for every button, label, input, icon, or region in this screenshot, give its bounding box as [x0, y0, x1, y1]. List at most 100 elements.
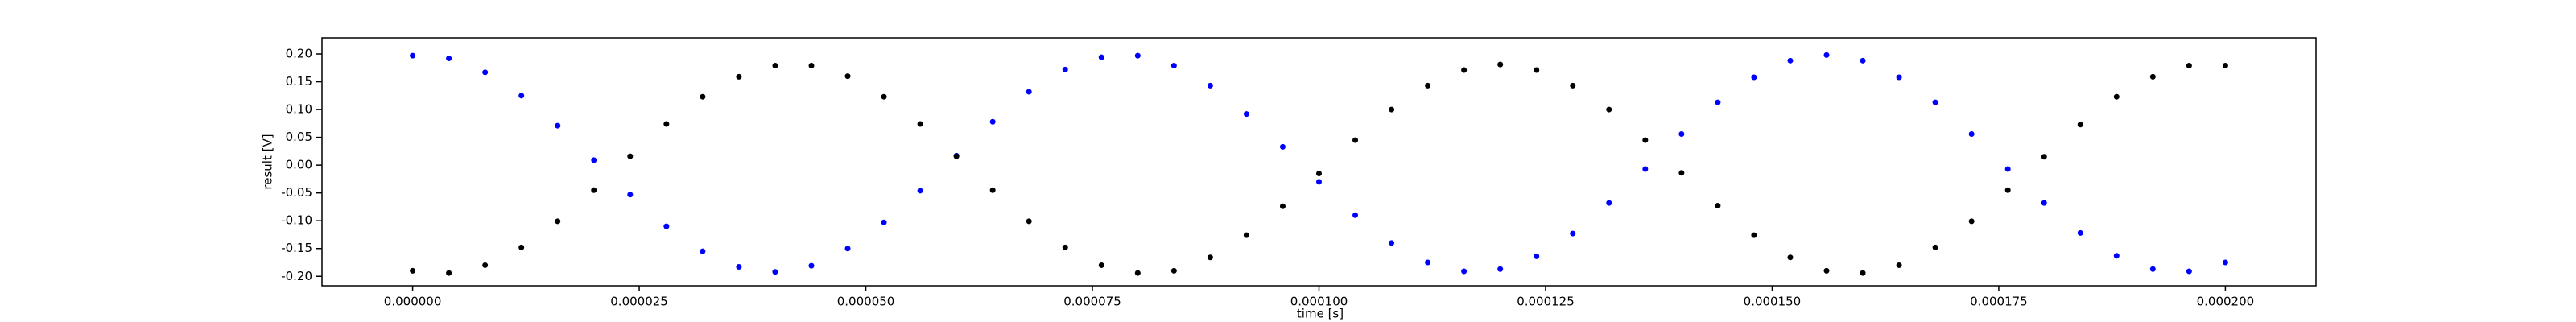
x-tick-label: 0.000075 [1063, 295, 1121, 309]
data-point [663, 223, 670, 229]
data-point [627, 153, 634, 159]
data-point [518, 244, 525, 250]
data-point [772, 63, 778, 69]
data-point [1751, 232, 1757, 238]
data-point [953, 153, 960, 159]
data-point [2222, 259, 2228, 266]
data-point [2186, 63, 2192, 69]
data-point [1170, 267, 1177, 274]
data-point [1279, 143, 1286, 150]
data-point [1715, 99, 1721, 105]
y-tick-label: -0.05 [281, 185, 312, 200]
data-point [700, 248, 706, 254]
data-point [1062, 244, 1068, 250]
data-point [2077, 229, 2083, 236]
data-point [2186, 268, 2192, 275]
data-point [989, 187, 996, 193]
x-tick-label: 0.000125 [1517, 295, 1575, 309]
data-point [1134, 270, 1141, 276]
data-point [1932, 99, 1938, 105]
y-tick-label: 0.05 [286, 130, 312, 144]
y-tick-label: 0.10 [286, 102, 312, 117]
data-point [482, 262, 489, 268]
data-point [2041, 200, 2047, 206]
data-point [844, 246, 851, 252]
data-point [2113, 253, 2120, 259]
data-point [555, 218, 561, 225]
data-point [2077, 122, 2083, 128]
data-point [1425, 82, 1431, 89]
x-tick-label: 0.000050 [837, 295, 895, 309]
data-point [482, 69, 489, 76]
data-point [1098, 262, 1104, 268]
data-point [591, 157, 597, 163]
data-point [591, 187, 597, 193]
data-point [1316, 179, 1322, 185]
data-point [663, 121, 670, 127]
data-point [1968, 218, 1975, 225]
data-point [1787, 57, 1794, 64]
data-point [808, 63, 815, 69]
x-tick-label: 0.000150 [1744, 295, 1802, 309]
data-point [700, 93, 706, 100]
data-point [555, 122, 561, 129]
data-point [1896, 74, 1902, 80]
data-point [1026, 89, 1032, 95]
data-point [1352, 137, 1359, 143]
data-point [1461, 268, 1468, 275]
data-point [1823, 267, 1830, 274]
data-point [1352, 212, 1359, 218]
data-point [1134, 52, 1141, 59]
data-point [1170, 63, 1177, 69]
data-point [881, 93, 887, 100]
data-point [1389, 106, 1395, 113]
x-tick-label: 0.000100 [1290, 295, 1348, 309]
data-point [1243, 111, 1249, 118]
y-tick-label: 0.20 [286, 47, 312, 61]
x-axis-label: time [s] [1297, 307, 1344, 321]
data-point [1896, 262, 1902, 268]
data-point [736, 73, 742, 80]
data-point [1570, 230, 1576, 237]
y-tick-label: 0.15 [286, 74, 312, 89]
y-tick-label: -0.20 [281, 269, 312, 283]
data-point [2222, 63, 2228, 69]
y-tick-label: -0.10 [281, 213, 312, 228]
data-point [1026, 218, 1032, 225]
data-point [627, 192, 634, 198]
data-point [1389, 240, 1395, 246]
data-point [881, 219, 887, 225]
data-point [1279, 203, 1286, 209]
data-point [1497, 61, 1504, 68]
data-point [1207, 254, 1213, 261]
x-tick-label: 0.000000 [384, 295, 442, 309]
data-point [1642, 137, 1649, 143]
data-point [844, 73, 851, 80]
data-point [1715, 203, 1721, 209]
data-point [446, 270, 452, 276]
data-point [917, 121, 923, 127]
data-point [1932, 244, 1938, 250]
x-tick-label: 0.000200 [2197, 295, 2255, 309]
data-point [1751, 74, 1757, 80]
data-point [1642, 166, 1649, 172]
data-point [1316, 171, 1322, 177]
data-point [1860, 57, 1866, 64]
data-point [2004, 166, 2011, 172]
data-point [1207, 82, 1213, 89]
data-point [1534, 67, 1540, 73]
data-point [1570, 82, 1576, 89]
x-tick-label: 0.000025 [610, 295, 668, 309]
data-point [917, 188, 923, 194]
data-point [1606, 200, 1612, 206]
data-point [1606, 106, 1612, 113]
data-point [1678, 170, 1685, 176]
data-point [2004, 187, 2011, 193]
plot-frame [321, 37, 2317, 287]
data-point [1425, 259, 1431, 266]
data-point [772, 269, 778, 275]
y-tick-label: -0.15 [281, 241, 312, 255]
data-point [1534, 253, 1540, 259]
data-point [1062, 66, 1068, 72]
data-point [1243, 232, 1249, 238]
